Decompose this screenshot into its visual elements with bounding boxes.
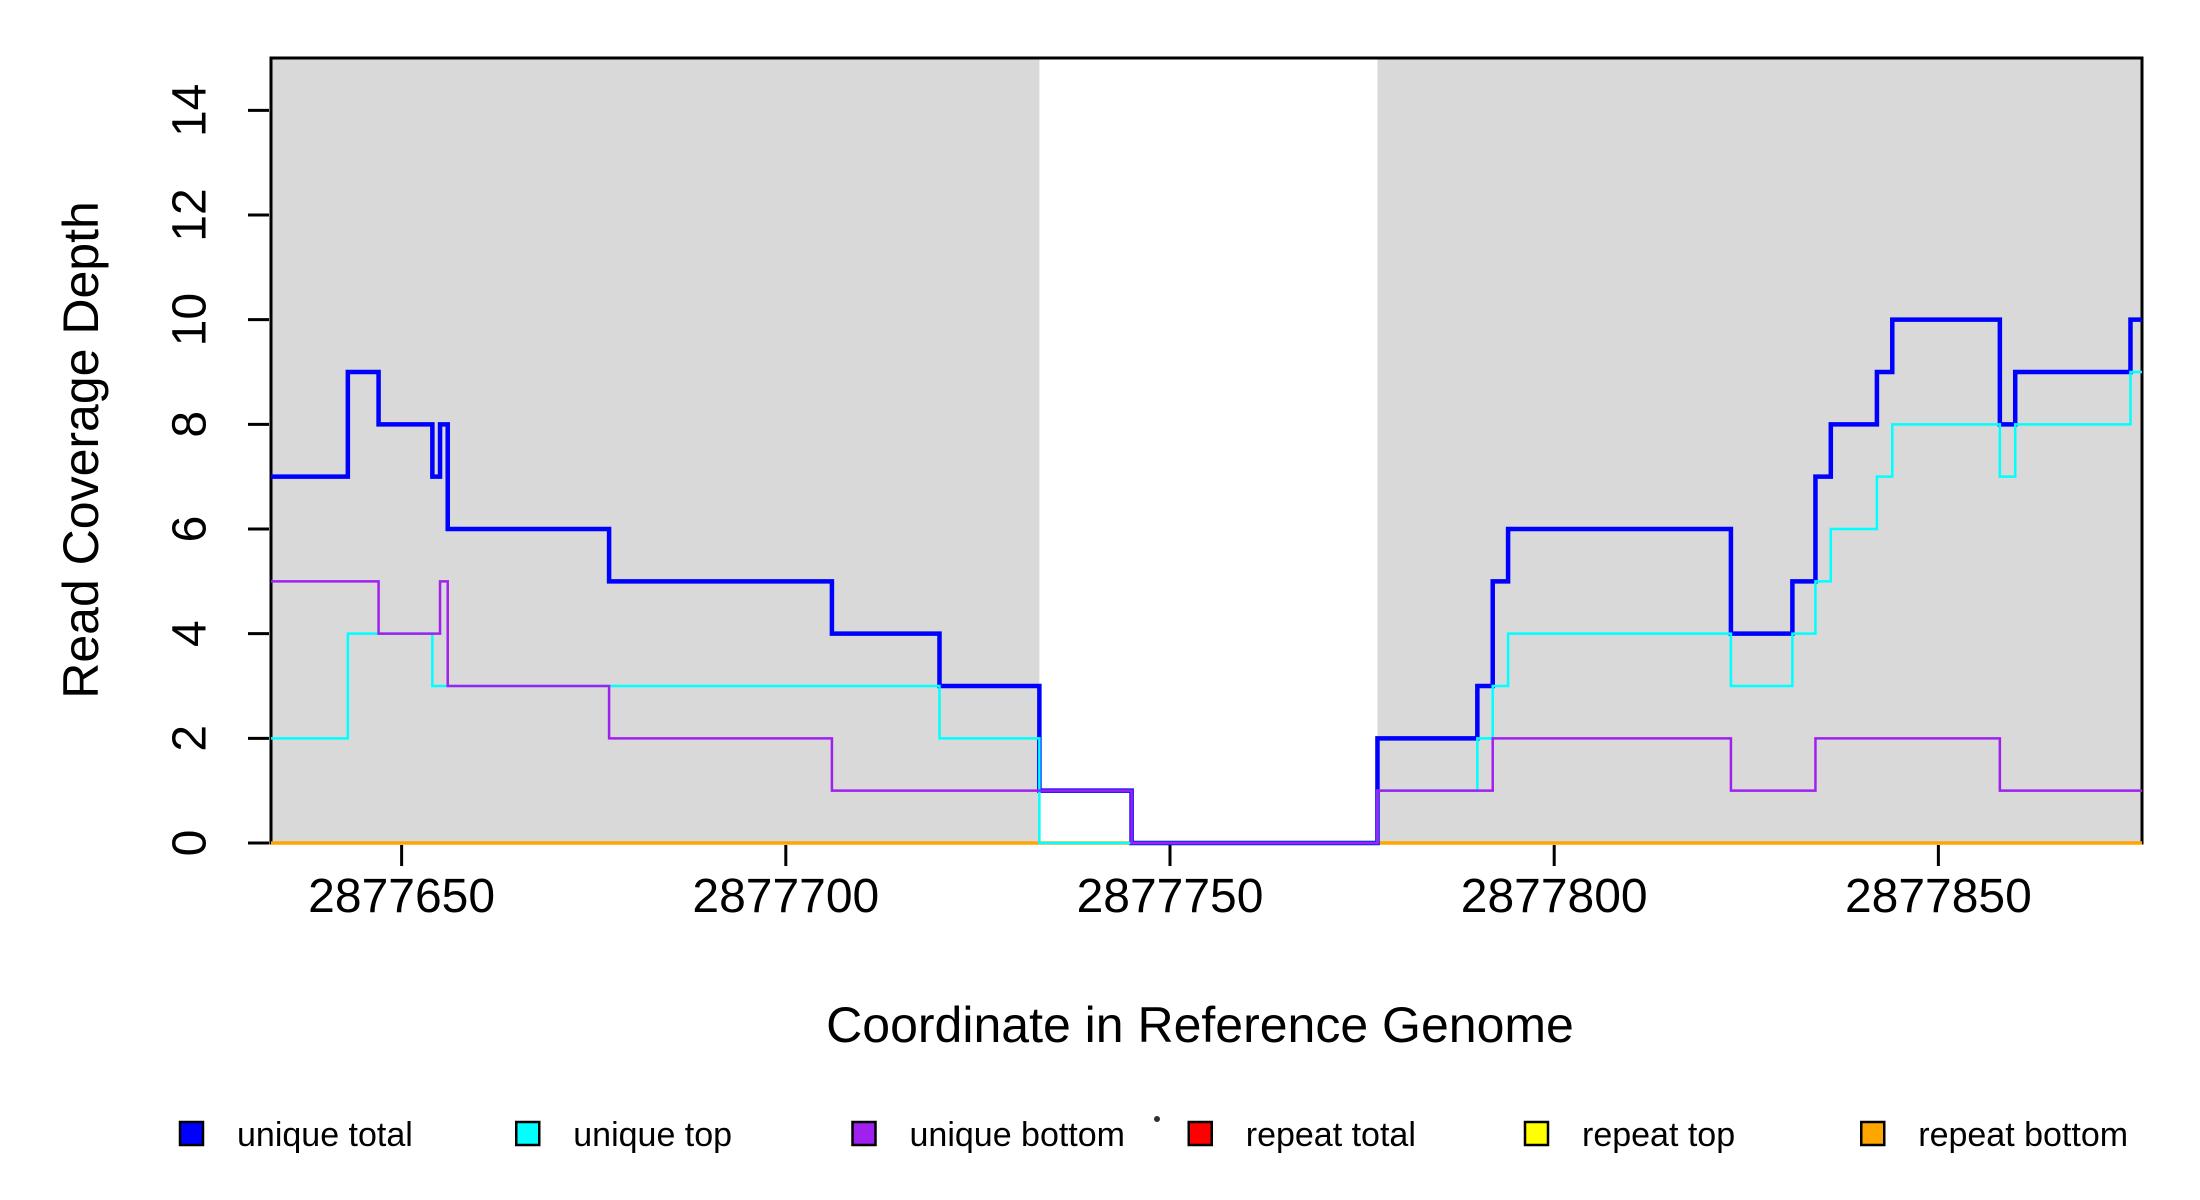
x-tick-label: 2877750 — [1077, 870, 1264, 923]
x-tick-label: 2877650 — [308, 870, 495, 923]
x-tick-label: 2877850 — [1845, 870, 2032, 923]
y-tick-label: 12 — [164, 188, 217, 241]
legend-label-unique-total: unique total — [237, 1116, 413, 1154]
y-tick-label: 6 — [164, 516, 217, 543]
y-tick-label: 10 — [164, 293, 217, 346]
y-tick-label: 8 — [164, 411, 217, 438]
legend-swatch-repeat-top — [1523, 1120, 1550, 1147]
series-line-unique-top — [271, 370, 2142, 845]
legend-label-unique-bottom: unique bottom — [910, 1116, 1126, 1154]
legend-label-unique-top: unique top — [573, 1116, 732, 1154]
y-tick-label: 14 — [164, 84, 217, 137]
x-tick-label: 2877700 — [692, 870, 879, 923]
y-tick-label: 4 — [164, 620, 217, 647]
legend-label-repeat-total: repeat total — [1246, 1116, 1416, 1154]
y-axis-title: Read Coverage Depth — [53, 201, 109, 699]
series-line-unique-total — [271, 317, 2142, 846]
shaded-region — [271, 58, 1040, 843]
series-line-unique-bottom — [271, 580, 2142, 845]
legend-swatch-unique-total — [178, 1120, 205, 1147]
legend-swatch-unique-bottom — [851, 1120, 877, 1147]
x-tick-label: 2877800 — [1461, 870, 1648, 923]
legend-label-repeat-top: repeat top — [1582, 1116, 1735, 1154]
stray-dot — [1154, 1116, 1160, 1122]
y-tick-label: 2 — [164, 725, 217, 752]
legend-swatch-repeat-total — [1187, 1120, 1213, 1147]
y-tick-label: 0 — [164, 830, 217, 857]
legend-label-repeat-bottom: repeat bottom — [1918, 1116, 2128, 1154]
legend-swatch-repeat-bottom — [1860, 1120, 1886, 1147]
plot-area: 2877650 2877700 2877750 2877800 2877850 0 2 4 6 8… — [164, 56, 2144, 1154]
legend-swatch-unique-top — [515, 1120, 541, 1147]
x-axis-title: Coordinate in Reference Genome — [826, 997, 1574, 1053]
